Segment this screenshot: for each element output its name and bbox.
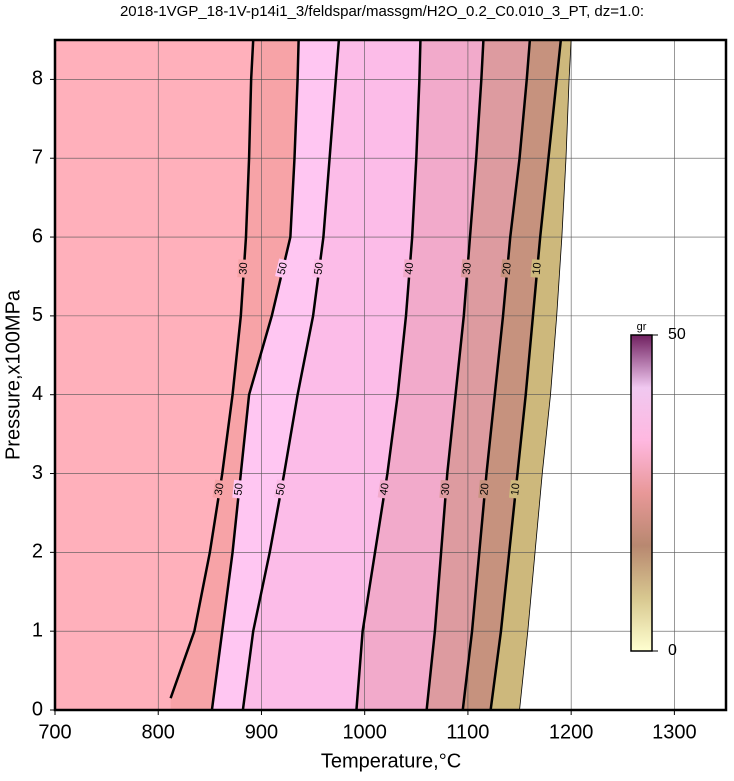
contour-label-group: 50 [275,258,291,279]
colorbar-tick-label: 50 [668,326,686,343]
y-axis-label: Pressure,x100MPa [2,289,24,460]
contour-label-group: 50 [273,479,289,500]
plot-frame [53,38,728,712]
contour-label-group: 30 [460,259,475,279]
contour-label: 20 [478,483,491,496]
contour-label-bg [312,258,327,279]
y-tick-label: 5 [32,304,43,326]
contour-label-group: 40 [403,259,417,279]
contour-label-bg [232,479,247,499]
y-tick-label: 3 [32,462,43,484]
contour-label: 40 [378,482,392,496]
contour-label: 50 [312,262,325,276]
y-tick-label: 0 [32,698,43,720]
overlay: 700 800 900 1000 1100 1200 1300 0 1 2 3 4 5 6 7 8 gr 0 50 [32,38,728,743]
contour-line [355,40,422,710]
contour-label: 30 [213,482,227,496]
contour-label-group: 20 [500,259,515,279]
colorbar-tick-label: 0 [668,642,677,659]
contour-label-bg [237,259,251,278]
contour-label-bg [273,479,289,500]
contour-label-bg [212,479,228,500]
contour-label-group: 50 [312,258,327,279]
y-tick-label: 1 [32,619,43,641]
contour-label-group: 30 [212,479,228,500]
x-tick-label: 1200 [549,721,594,743]
y-tick-label: 8 [32,68,43,90]
contour-label: 10 [531,262,544,275]
contour-line [489,40,563,710]
contour-label: 20 [501,262,514,275]
contour-label-bg [460,259,475,279]
contour-label-bg [500,259,515,279]
contour-label-bg [377,479,393,500]
contour-label: 50 [232,483,245,496]
chart-title: 2018-1VGP_18-1V-p14i1_3/feldspar/massgm/… [120,3,644,20]
contour-line [425,40,485,710]
y-tick-label: 6 [32,225,43,247]
contour-label-bg [530,259,545,279]
y-tick-label: 2 [32,541,43,563]
contour-line [519,40,572,710]
contour-label-bg [275,258,291,279]
x-tick-label: 1000 [342,721,387,743]
contour-label-group: 10 [508,479,523,499]
contour-label-group: 10 [530,259,545,279]
contour-label-bg [478,479,492,499]
contour-label: 30 [461,262,474,275]
contour-label: 10 [509,483,522,496]
contour-line [461,40,532,710]
contour-line [241,40,341,710]
contour-label: 50 [276,261,290,276]
x-tick-label: 900 [245,721,278,743]
contour-label-group: 30 [237,259,251,278]
contour-label: 30 [237,262,250,275]
contour-label: 30 [439,483,452,496]
contour-label-group: 40 [377,479,393,500]
x-axis-label: Temperature,°C [321,750,461,772]
contour-line [210,40,300,710]
contour-label-bg [439,479,453,499]
y-tick-label: 4 [32,383,43,405]
contour-label: 40 [403,262,416,275]
contour-line [169,40,255,699]
contour-label-bg [403,259,417,279]
contour-label-group: 50 [232,479,247,499]
contour-label-group: 30 [439,479,453,499]
contour-label: 50 [274,482,288,496]
x-tick-label: 1100 [446,721,489,743]
x-tick-label: 800 [142,721,175,743]
plot-area: 30 30 50 50 50 50 40 40 30 30 20 20 10 10 [55,40,726,710]
contour-label-group: 20 [478,479,492,499]
colorbar-label: gr [637,321,647,333]
x-tick-label: 1300 [652,721,697,743]
colorbar [630,334,653,652]
x-tick-label: 700 [38,721,71,743]
y-tick-label: 7 [32,147,43,169]
contour-label-bg [508,479,523,499]
